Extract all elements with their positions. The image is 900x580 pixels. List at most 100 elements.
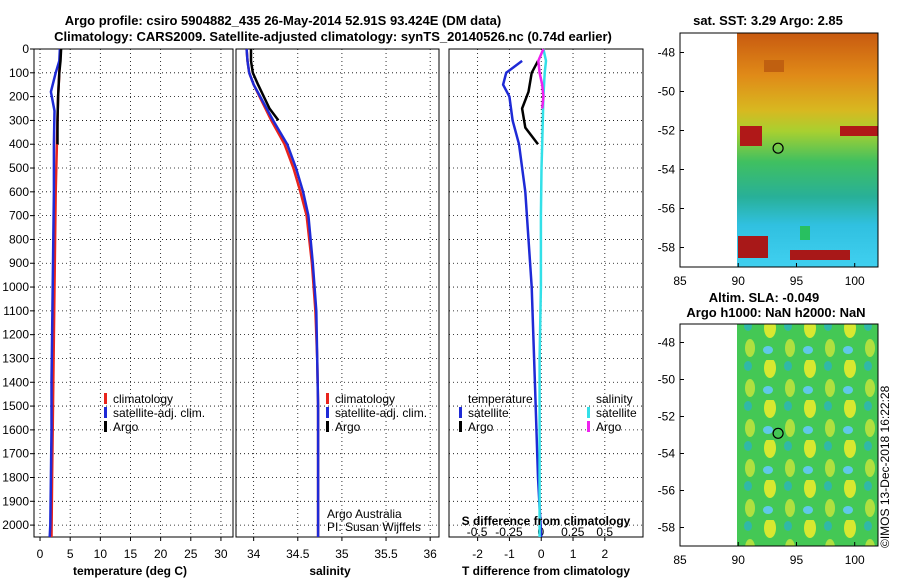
x-tick-label: 5 [67,547,74,561]
x-tick-label: 34 [247,547,261,561]
credit-line1: Argo Australia [327,507,402,521]
series-temperature-argo [520,60,540,145]
salinity-legend: climatology satellite-adj. clim. Argo [326,392,427,434]
legend-climatology: climatology [335,392,395,406]
x-tick-label: 25 [184,547,198,561]
sla-heatmap [737,324,878,546]
map-y-tick-label: -52 [658,410,676,424]
sla-map-y-axis: -48 -50 -52 -54 -56 -58 [658,336,684,535]
x-tick-label: -2 [472,547,483,561]
map-x-tick-label: 95 [790,274,804,288]
sla-map-title-line1: Altim. SLA: -0.049 [709,290,820,305]
x-tick-label: 30 [214,547,228,561]
depth-tick-label: 1300 [2,351,29,365]
legend-climatology: climatology [113,392,173,406]
depth-tick-label: 1100 [3,304,29,318]
x-tick-label: 15 [124,547,138,561]
map-y-tick-label: -58 [658,241,676,255]
series-satellite-adj-clim- [245,48,320,537]
x-tick-label: 1 [570,547,577,561]
sst-green-patch [800,226,810,240]
map-y-tick-label: -52 [658,124,676,138]
legend-swatch-climatology [104,393,107,404]
x-tick-label: 35.5 [374,547,398,561]
legend-t-argo: Argo [468,420,494,434]
legend-s-satellite: satellite [596,406,637,420]
depth-tick-label: 1900 [2,494,29,508]
sst-map-y-axis: -48 -50 -52 -54 -56 -58 [658,46,684,255]
map-y-tick-label: -48 [658,336,676,350]
legend-salinity-title: salinity [596,392,633,406]
difference-legend: temperature satellite Argo salinity sate… [459,392,637,434]
sla-argo-float-marker [772,427,784,439]
s-difference-xlabel: S difference from climatology [462,514,631,528]
depth-tick-label: 2000 [2,518,29,532]
salinity-xlabel: salinity [309,564,351,578]
map-x-tick-label: 90 [732,553,746,567]
map-y-tick-label: -48 [658,46,676,60]
temperature-legend: climatology satellite-adj. clim. Argo [104,392,205,434]
x-tick-label: 20 [154,547,168,561]
x-tick-label: 10 [94,547,108,561]
difference-grid [449,48,643,537]
s-diff-tick-label: -0.5 [467,525,488,539]
sst-noise-patches [738,60,878,260]
depth-tick-label: 600 [9,185,29,199]
imos-timestamp: ©IMOS 13-Dec-2018 16:22:28 [878,385,892,548]
legend-argo: Argo [113,420,139,434]
x-tick-label: 2 [601,547,608,561]
t-difference-x-axis: -2 -1 0 1 2 [472,537,608,561]
depth-tick-label: 1000 [2,280,29,294]
legend-t-satellite: satellite [468,406,509,420]
depth-tick-label: 700 [9,209,29,223]
temperature-panel: 0100200300400500600700800900100011001200… [2,42,234,578]
difference-panel-frame [448,48,644,538]
map-x-tick-label: 95 [790,553,804,567]
series-temperature-satellite [501,59,543,538]
map-x-tick-label: 85 [673,553,687,567]
depth-tick-label: 1700 [2,447,29,461]
t-difference-xlabel: T difference from climatology [462,564,630,578]
map-y-tick-label: -50 [658,85,676,99]
map-x-tick-label: 100 [845,553,865,567]
legend-swatch-s-satellite [587,407,590,418]
s-diff-tick-label: 0.5 [596,525,613,539]
legend-satellite: satellite-adj. clim. [335,406,427,420]
sst-warm-patch [738,236,768,258]
legend-swatch-satellite [326,407,329,418]
legend-swatch-s-argo [587,421,590,432]
map-x-tick-label: 90 [732,274,746,288]
x-tick-label: -1 [504,547,515,561]
x-tick-label: 0 [538,547,545,561]
sst-map-panel: sat. SST: 3.29 Argo: 2.85 85 90 95 100 -48-… [658,13,879,288]
depth-tick-label: 0 [22,42,29,56]
temperature-x-axis: 0 5 10 15 20 25 30 [37,537,228,561]
sla-map-frame [679,323,879,547]
difference-profiles [501,48,548,538]
temperature-profiles [48,48,63,538]
map-y-tick-label: -56 [658,484,676,498]
legend-temperature-title: temperature [468,392,533,406]
sst-argo-float-marker [772,142,784,154]
legend-swatch-satellite [104,407,107,418]
depth-tick-label: 800 [9,232,29,246]
figure-title-line2: Climatology: CARS2009. Satellite-adjuste… [54,29,612,44]
sst-warm-patch [840,126,878,136]
legend-swatch-argo [326,421,329,432]
depth-tick-label: 900 [9,256,29,270]
difference-panel: -2 -1 0 1 2 -0.5 -0.25 0 0.25 0.5 T difference f… [448,48,644,578]
depth-tick-label: 300 [9,113,29,127]
temperature-xlabel: temperature (deg C) [73,564,187,578]
salinity-x-axis: 34 34.5 35 35.5 36 [247,537,437,561]
legend-s-argo: Argo [596,420,622,434]
sst-warm-patch [740,126,762,146]
depth-tick-label: 500 [9,161,29,175]
x-tick-label: 35 [335,547,349,561]
salinity-panel-frame [235,48,440,538]
map-x-tick-label: 85 [673,274,687,288]
depth-tick-label: 1200 [2,328,29,342]
depth-tick-label: 1500 [2,399,29,413]
series-argo [249,49,280,122]
temperature-panel-frame [33,48,234,538]
